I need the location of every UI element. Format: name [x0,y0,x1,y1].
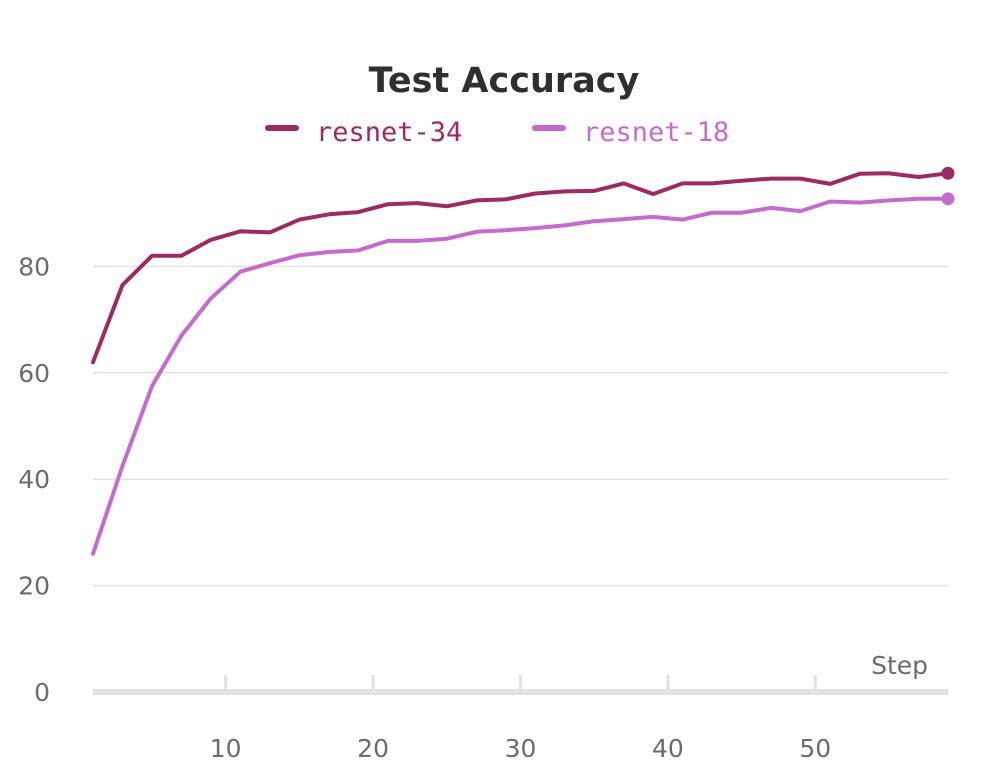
axes [93,675,948,695]
series-endpoint-resnet-18[interactable] [941,192,955,206]
x-tick-label-20: 20 [357,734,389,763]
chart-title: Test Accuracy [369,61,640,101]
legend[interactable]: resnet-34 resnet-18 [265,117,729,148]
series-line-resnet-34[interactable] [91,171,950,365]
y-tick-label-40: 40 [18,465,50,494]
y-tick-label-20: 20 [18,572,50,601]
x-tick-label-40: 40 [652,734,684,763]
y-tick-label-60: 60 [18,359,50,388]
x-tick-label-10: 10 [210,734,242,763]
tick-labels: 0 20 40 60 80 10 20 30 40 50 [18,252,831,763]
x-axis-label: Step [871,651,928,680]
y-tick-label-80: 80 [18,252,50,281]
series-line-resnet-18[interactable] [91,196,950,556]
legend-label-resnet-34[interactable]: resnet-34 [316,117,462,148]
x-tick-label-30: 30 [505,734,537,763]
gridlines [93,265,948,587]
x-tick-label-50: 50 [799,734,831,763]
legend-label-resnet-18[interactable]: resnet-18 [583,117,729,148]
y-tick-label-0: 0 [34,678,50,707]
series-lines[interactable] [91,166,955,556]
series-endpoint-resnet-34[interactable] [941,166,955,180]
